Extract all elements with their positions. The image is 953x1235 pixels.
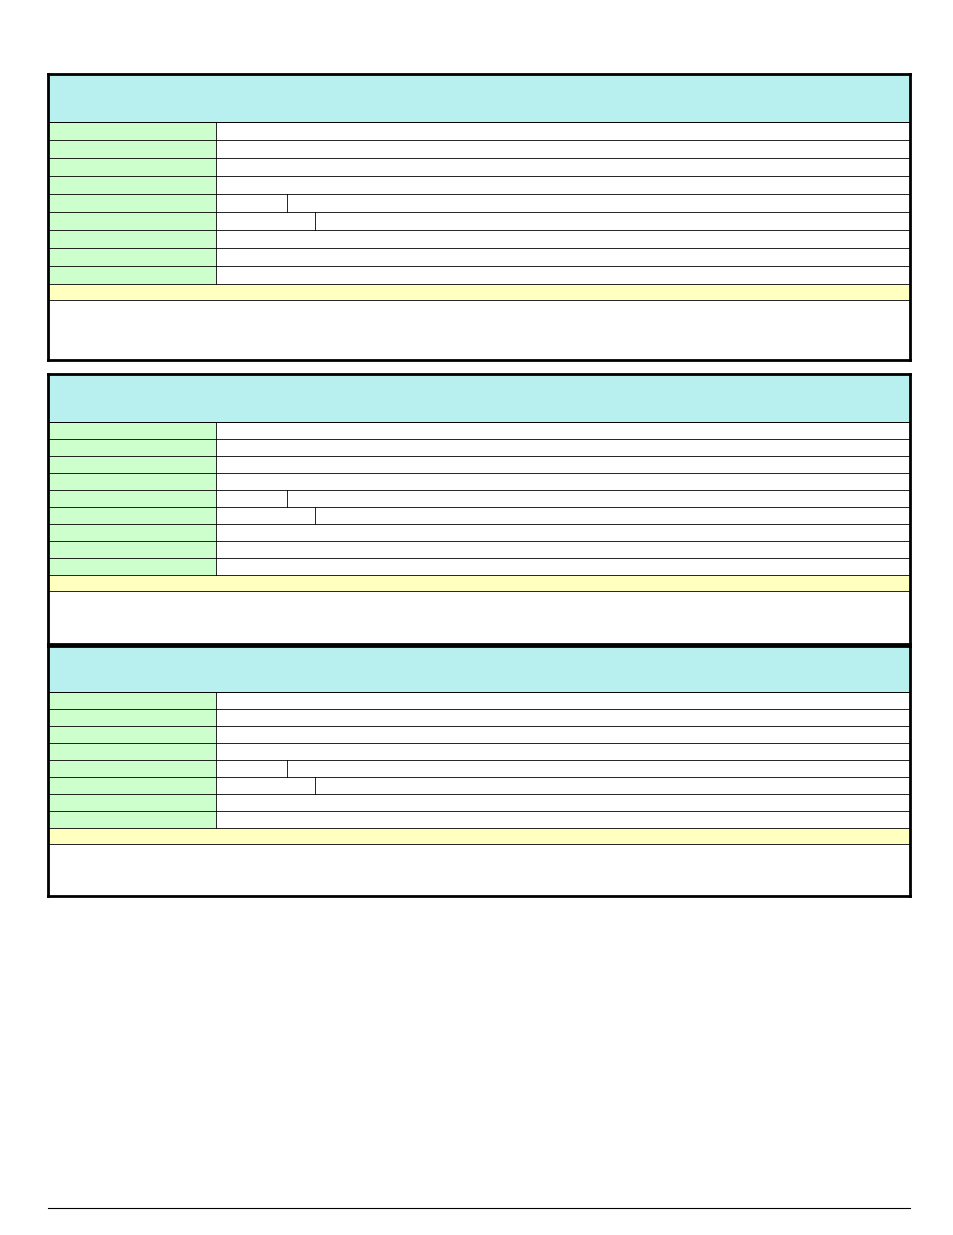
Bar xyxy=(48,743,216,760)
Bar xyxy=(48,248,216,266)
Bar xyxy=(48,490,216,508)
Bar xyxy=(48,760,216,777)
Bar xyxy=(48,524,216,541)
Bar xyxy=(48,558,216,576)
Bar xyxy=(48,438,216,456)
Bar xyxy=(48,643,909,897)
Bar xyxy=(48,541,216,558)
Bar xyxy=(48,726,216,743)
Bar xyxy=(48,374,909,646)
Bar xyxy=(48,811,216,827)
Bar xyxy=(48,158,216,177)
Bar xyxy=(48,827,909,844)
Bar xyxy=(48,777,216,794)
Bar xyxy=(48,140,216,158)
Bar xyxy=(48,266,216,284)
Bar xyxy=(48,456,216,473)
Bar xyxy=(48,177,216,194)
Bar xyxy=(48,284,909,300)
Bar xyxy=(48,122,216,140)
Bar xyxy=(48,794,216,811)
Bar xyxy=(48,692,216,709)
Bar xyxy=(48,194,216,212)
Bar xyxy=(48,74,909,359)
Bar xyxy=(48,508,216,524)
Bar xyxy=(48,212,216,230)
Bar xyxy=(48,473,216,490)
Bar xyxy=(48,422,216,438)
Bar xyxy=(48,643,909,692)
Bar xyxy=(48,576,909,592)
Bar xyxy=(48,374,909,422)
Bar xyxy=(48,74,909,122)
Bar xyxy=(48,230,216,248)
Bar xyxy=(48,709,216,726)
